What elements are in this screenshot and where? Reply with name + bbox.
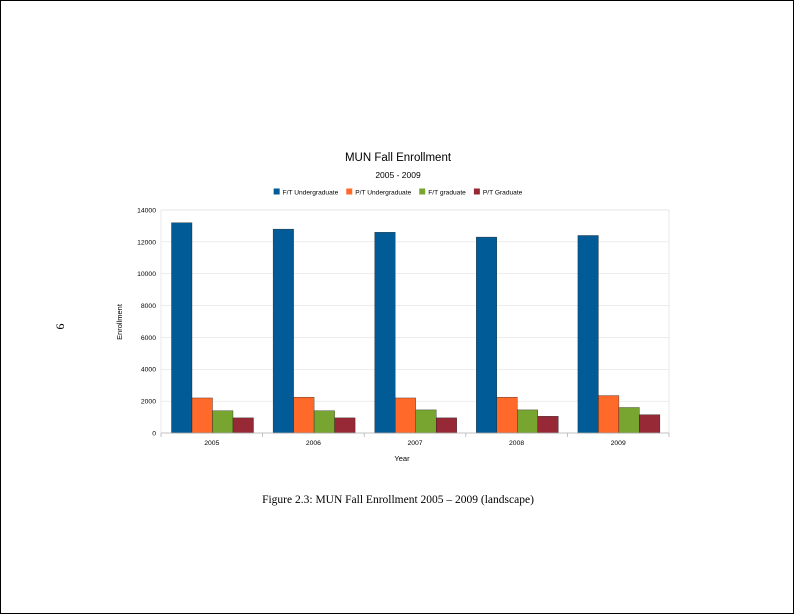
y-tick-label: 4000 [141,367,156,374]
chart-subtitle: 2005 - 2009 [375,170,421,180]
y-tick-label: 12000 [137,239,156,246]
legend-label: P/T Graduate [483,190,523,197]
bar-f-t-graduate-2007 [415,409,437,434]
bar-f-t-graduate-2005 [212,410,234,434]
x-axis-title: Year [394,454,410,463]
bar-f-t-undergraduate-2005 [171,222,193,434]
figure-caption: Figure 2.3: MUN Fall Enrollment 2005 – 2… [262,494,534,506]
bar-f-t-undergraduate-2009 [577,235,599,434]
x-tick-label: 2008 [509,440,524,447]
x-tick-label: 2009 [611,440,626,447]
bar-p-t-graduate-2005 [232,417,254,434]
bar-f-t-graduate-2009 [618,407,640,434]
chart-bars [171,222,661,434]
y-tick-label: 2000 [141,399,156,406]
legend-label: F/T Undergraduate [283,190,339,197]
legend-swatch [273,188,280,195]
chart-legend: F/T Undergraduate P/T Undergraduate F/T gr… [273,188,523,197]
bar-f-t-undergraduate-2008 [476,236,497,434]
x-tick-label: 2006 [306,440,321,447]
x-tick-label: 2005 [204,440,219,447]
legend-swatch [346,188,353,195]
bar-f-t-undergraduate-2006 [272,228,294,434]
bar-p-t-undergraduate-2005 [191,397,213,434]
y-tick-label: 14000 [137,207,156,214]
bar-p-t-undergraduate-2009 [598,395,620,434]
y-tick-label: 8000 [141,303,156,310]
bar-f-t-graduate-2006 [313,410,335,434]
bar-p-t-graduate-2009 [639,414,661,434]
y-tick-label: 10000 [137,271,156,278]
bar-p-t-graduate-2008 [537,416,559,434]
legend-swatch [473,188,480,195]
chart-title: MUN Fall Enrollment [345,152,452,164]
bar-p-t-undergraduate-2008 [496,396,518,434]
bar-p-t-undergraduate-2007 [395,397,416,434]
y-tick-label: 6000 [141,335,156,342]
legend-label: F/T graduate [428,190,466,197]
y-axis-title: Enrollment [115,303,124,340]
bar-p-t-graduate-2007 [436,417,457,434]
bar-f-t-graduate-2008 [517,409,538,434]
chart-axes: 0 2000 4000 6000 8000 10000 12000 14000 2005 2006… [137,207,670,447]
bar-p-t-undergraduate-2006 [293,396,315,434]
legend-swatch [419,188,426,195]
y-tick-label: 0 [152,430,156,437]
bar-f-t-undergraduate-2007 [374,232,396,434]
legend-label: P/T Undergraduate [355,190,411,197]
x-tick-label: 2007 [407,440,422,447]
bar-p-t-graduate-2006 [334,417,356,434]
